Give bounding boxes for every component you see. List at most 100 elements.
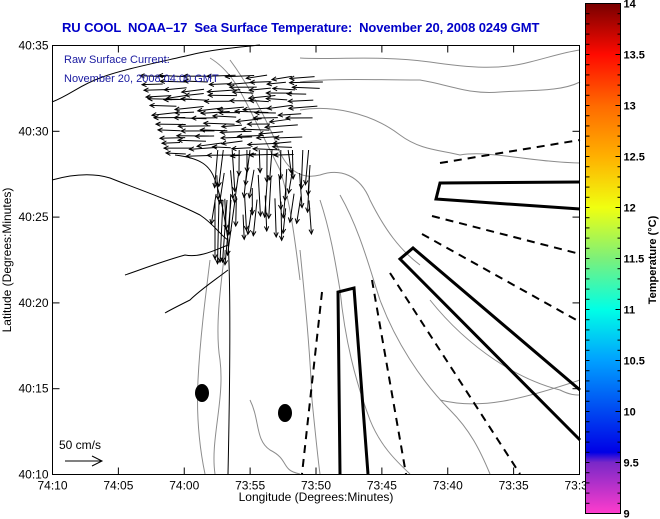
current-vector: [163, 86, 187, 93]
current-vector: [199, 127, 228, 133]
current-vector: [211, 113, 237, 119]
current-vector: [173, 105, 204, 112]
isobath-2: [299, 79, 581, 94]
current-vector: [203, 98, 230, 104]
colorbar: 14 13.5 13 12.5 12 11.5 11 10.5 10 9.5 9: [585, 0, 645, 519]
current-vector: [252, 115, 278, 121]
current-vector: [154, 121, 186, 127]
coastline-shrewsbury: [164, 269, 229, 314]
current-vector: [249, 79, 271, 85]
current-vector: [308, 200, 314, 236]
colorbar-tick-label: 12.5: [624, 152, 645, 164]
plot-frame: [52, 45, 580, 475]
current-vector: [265, 96, 288, 102]
current-vector: [255, 135, 279, 141]
current-vector: [164, 150, 186, 156]
isobath-4: [209, 57, 301, 281]
survey-lines: [301, 139, 582, 475]
current-vector: [180, 88, 205, 95]
current-vector: [182, 78, 208, 84]
current-vector: [270, 75, 292, 82]
coastline: [51, 44, 261, 475]
current-vector: [194, 133, 215, 139]
scale-arrow-icon: [65, 455, 104, 467]
isobath-13: [249, 399, 301, 475]
current-vector: [150, 111, 179, 118]
colorbar-tick-label: 9: [624, 509, 630, 519]
current-vector: [235, 118, 262, 124]
current-vector: [205, 73, 236, 79]
current-vector: [251, 146, 280, 152]
current-vector: [236, 133, 264, 139]
current-vector: [286, 169, 294, 195]
buoy-marker-1: [195, 384, 209, 402]
current-vector: [199, 110, 230, 116]
current-vector: [287, 105, 318, 111]
current-vector: [299, 172, 305, 209]
colorbar-gradient: [585, 3, 621, 514]
current-vector: [277, 149, 284, 181]
current-vector: [291, 84, 320, 91]
current-vector: [245, 74, 268, 81]
current-vector: [294, 196, 302, 225]
current-vector: [229, 153, 257, 159]
x-axis-label: Longitude (Degrees:Minutes): [239, 490, 394, 504]
dashed-line-4: [389, 272, 521, 475]
current-vector: [217, 110, 241, 116]
isobath-8: [319, 199, 411, 475]
colorbar-tick-label: 12: [624, 203, 636, 215]
current-vector: [249, 188, 255, 216]
dashed-line-5: [371, 279, 407, 475]
current-vector: [251, 199, 258, 237]
isobath-9: [339, 194, 491, 475]
x-tick-label: 73:40: [433, 479, 463, 493]
current-vector: [162, 145, 193, 151]
x-tick-label: 73:35: [499, 479, 529, 493]
x-tick-label: 73:50: [301, 479, 331, 493]
current-vector: [223, 198, 229, 231]
current-vector: [287, 149, 294, 175]
solid-box-3: [336, 286, 370, 475]
isobath-6: [196, 259, 211, 475]
current-vector: [157, 72, 184, 79]
current-vector: [243, 149, 251, 187]
buoy-marker-2: [278, 404, 292, 422]
isobath-7: [213, 249, 226, 475]
y-tick-label: 40:30: [18, 124, 48, 138]
current-vector: [206, 152, 240, 158]
coastline-north: [51, 44, 261, 103]
current-vector: [287, 98, 314, 104]
current-vector: [267, 149, 273, 181]
current-vector: [206, 88, 241, 95]
current-vector: [231, 89, 254, 95]
current-vector: [240, 126, 270, 132]
surface-current-vectors: [138, 72, 323, 266]
current-vector: [243, 195, 249, 232]
current-vector: [230, 145, 251, 152]
x-tick-label: 74:10: [37, 479, 67, 493]
y-tick-label: 40:25: [18, 210, 48, 224]
current-vector: [248, 98, 269, 104]
y-tick-label: 40:35: [18, 39, 48, 53]
current-vector: [148, 102, 177, 109]
current-vector: [271, 140, 292, 146]
current-vector: [247, 169, 255, 199]
y-tick-label: 40:10: [18, 468, 48, 482]
colorbar-tick-label: 10: [624, 407, 636, 419]
dashed-line-3: [421, 233, 581, 323]
coastline-jersey: [51, 174, 231, 475]
current-vector: [188, 146, 218, 152]
current-vector: [184, 153, 210, 159]
current-vector: [174, 110, 195, 116]
current-vector: [273, 135, 303, 141]
current-vector: [280, 208, 287, 235]
current-vector: [220, 140, 243, 146]
current-vector: [216, 106, 244, 112]
colorbar-tick-label: 14: [624, 0, 637, 11]
colorbar-tick-label: 10.5: [624, 356, 645, 368]
current-vector: [287, 193, 295, 224]
current-vector: [298, 149, 305, 190]
isobath-5: [229, 59, 421, 266]
current-vector: [158, 135, 186, 141]
